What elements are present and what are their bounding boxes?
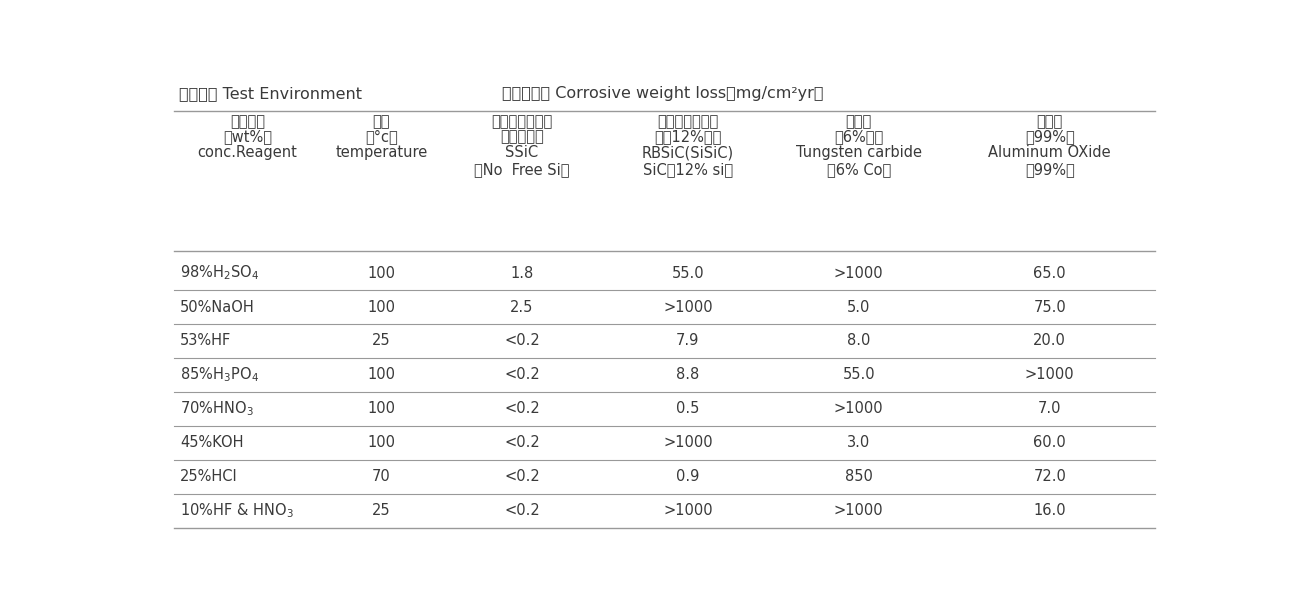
- Text: 55.0: 55.0: [672, 265, 704, 281]
- Text: 85%H$_3$PO$_4$: 85%H$_3$PO$_4$: [180, 365, 259, 384]
- Text: 25%HCl: 25%HCl: [180, 469, 237, 484]
- Text: temperature: temperature: [335, 145, 428, 161]
- Text: 3.0: 3.0: [847, 435, 870, 450]
- Text: 16.0: 16.0: [1034, 503, 1066, 518]
- Text: 70: 70: [372, 469, 390, 484]
- Text: Tungsten carbide: Tungsten carbide: [796, 145, 922, 161]
- Text: 温度: 温度: [372, 114, 390, 129]
- Text: （°c）: （°c）: [364, 130, 398, 145]
- Text: （99%）: （99%）: [1025, 130, 1075, 145]
- Text: 8.0: 8.0: [847, 333, 870, 348]
- Text: >1000: >1000: [663, 299, 712, 315]
- Text: >1000: >1000: [1025, 367, 1074, 382]
- Text: 45%KOH: 45%KOH: [180, 435, 244, 450]
- Text: 测试环境 Test Environment: 测试环境 Test Environment: [179, 86, 362, 101]
- Text: >1000: >1000: [834, 265, 883, 281]
- Text: （6%魈）: （6%魈）: [834, 130, 883, 145]
- Text: （6% Co）: （6% Co）: [826, 162, 891, 177]
- Text: <0.2: <0.2: [505, 401, 540, 416]
- Text: 腔蚀性失重 Corrosive weight loss（mg/cm²yr）: 腔蚀性失重 Corrosive weight loss（mg/cm²yr）: [502, 86, 824, 101]
- Text: 70%HNO$_3$: 70%HNO$_3$: [180, 399, 254, 418]
- Text: （含12%硅）: （含12%硅）: [654, 130, 721, 145]
- Text: 氧化铝: 氧化铝: [1036, 114, 1062, 129]
- Text: 100: 100: [367, 401, 396, 416]
- Text: 25: 25: [372, 503, 390, 518]
- Text: 1.8: 1.8: [510, 265, 533, 281]
- Text: 5.0: 5.0: [847, 299, 870, 315]
- Text: >1000: >1000: [663, 435, 712, 450]
- Text: 100: 100: [367, 265, 396, 281]
- Text: <0.2: <0.2: [505, 503, 540, 518]
- Text: 25: 25: [372, 333, 390, 348]
- Text: 2.5: 2.5: [510, 299, 533, 315]
- Text: （No  Free Si）: （No Free Si）: [475, 162, 569, 177]
- Text: 0.9: 0.9: [676, 469, 699, 484]
- Text: 72.0: 72.0: [1034, 469, 1066, 484]
- Text: 53%HF: 53%HF: [180, 333, 231, 348]
- Text: 65.0: 65.0: [1034, 265, 1066, 281]
- Text: Aluminum OXide: Aluminum OXide: [988, 145, 1112, 161]
- Text: SiC（12% si）: SiC（12% si）: [643, 162, 733, 177]
- Text: 60.0: 60.0: [1034, 435, 1066, 450]
- Text: >1000: >1000: [663, 503, 712, 518]
- Text: <0.2: <0.2: [505, 367, 540, 382]
- Text: 碳化鹨: 碳化鹨: [846, 114, 872, 129]
- Text: 75.0: 75.0: [1034, 299, 1066, 315]
- Text: 反应烧结碳化硅: 反应烧结碳化硅: [658, 114, 719, 129]
- Text: 10%HF & HNO$_3$: 10%HF & HNO$_3$: [180, 501, 294, 520]
- Text: 100: 100: [367, 435, 396, 450]
- Text: （99%）: （99%）: [1025, 162, 1075, 177]
- Text: 7.9: 7.9: [676, 333, 699, 348]
- Text: >1000: >1000: [834, 503, 883, 518]
- Text: conc.Reagent: conc.Reagent: [197, 145, 297, 161]
- Text: 7.0: 7.0: [1038, 401, 1061, 416]
- Text: 55.0: 55.0: [842, 367, 875, 382]
- Text: 100: 100: [367, 367, 396, 382]
- Text: 100: 100: [367, 299, 396, 315]
- Text: RBSiC(SiSiC): RBSiC(SiSiC): [642, 145, 734, 161]
- Text: 8.8: 8.8: [676, 367, 699, 382]
- Text: （不含硅）: （不含硅）: [501, 130, 543, 145]
- Text: 0.5: 0.5: [676, 401, 699, 416]
- Text: <0.2: <0.2: [505, 333, 540, 348]
- Text: <0.2: <0.2: [505, 469, 540, 484]
- Text: 20.0: 20.0: [1034, 333, 1066, 348]
- Text: 98%H$_2$SO$_4$: 98%H$_2$SO$_4$: [180, 264, 259, 282]
- Text: 无压烧结碳化硅: 无压烧结碳化硅: [492, 114, 553, 129]
- Text: <0.2: <0.2: [505, 435, 540, 450]
- Text: （wt%）: （wt%）: [223, 130, 272, 145]
- Text: 试剂浓度: 试剂浓度: [230, 114, 265, 129]
- Text: 850: 850: [844, 469, 873, 484]
- Text: 50%NaOH: 50%NaOH: [180, 299, 256, 315]
- Text: SSiC: SSiC: [506, 145, 538, 161]
- Text: >1000: >1000: [834, 401, 883, 416]
